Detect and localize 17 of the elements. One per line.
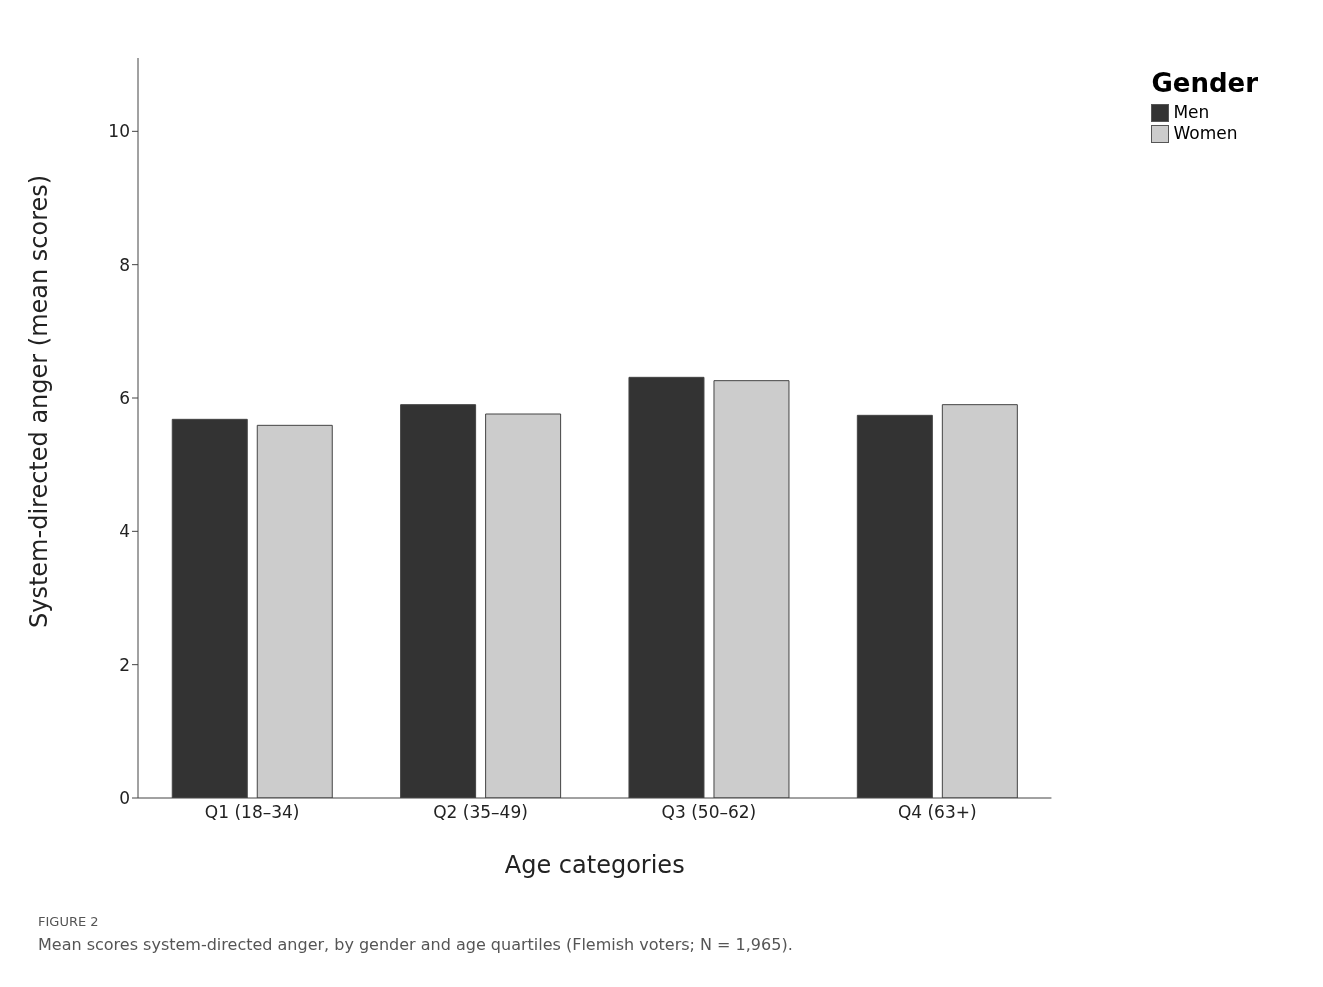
y-tick-label: 8 bbox=[119, 254, 130, 275]
x-tick-label: Q4 (63+) bbox=[897, 802, 977, 823]
legend-label: Men bbox=[1172, 102, 1211, 123]
x-axis-title: Age categories bbox=[504, 851, 685, 879]
legend-title: Gender bbox=[1151, 68, 1258, 98]
x-tick-label: Q3 (50–62) bbox=[661, 802, 757, 823]
y-tick-label: 0 bbox=[119, 788, 130, 809]
x-tick-label: Q1 (18–34) bbox=[204, 802, 300, 823]
y-tick-label: 2 bbox=[119, 654, 130, 675]
y-tick-label: 6 bbox=[119, 388, 130, 409]
y-tick-label: 4 bbox=[119, 521, 130, 542]
caption: FIGURE 2 bbox=[38, 914, 100, 929]
text: Mean scores system-directed anger, by gender and age quartiles (Flemish voters; N = 1,965). bbox=[38, 935, 794, 954]
x-tick-label: Q2 (35–49) bbox=[433, 802, 528, 823]
y-tick-label: 10 bbox=[108, 121, 130, 142]
y-axis-title: System-directed anger (mean scores) bbox=[24, 174, 53, 628]
legend-label: Women bbox=[1172, 123, 1239, 144]
